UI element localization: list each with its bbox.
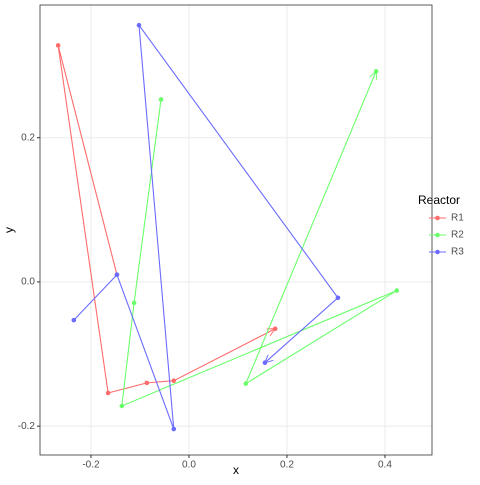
legend-key-point bbox=[435, 249, 440, 255]
point bbox=[158, 97, 164, 102]
point bbox=[55, 43, 61, 48]
y-axis-title: y bbox=[2, 227, 16, 233]
x-tick-label: -0.2 bbox=[82, 460, 100, 471]
point bbox=[144, 380, 150, 386]
x-tick-label: 0.2 bbox=[280, 460, 294, 471]
legend-key-point bbox=[435, 232, 440, 238]
point bbox=[272, 326, 278, 332]
point bbox=[243, 381, 249, 386]
series-path bbox=[121, 71, 398, 407]
point bbox=[171, 378, 177, 384]
legend-label: R3 bbox=[451, 247, 464, 258]
point bbox=[119, 403, 125, 409]
panel-border bbox=[39, 4, 433, 456]
series-path bbox=[73, 23, 339, 430]
point bbox=[373, 69, 379, 74]
point bbox=[394, 288, 400, 293]
panel bbox=[40, 5, 432, 455]
series-path bbox=[57, 45, 275, 394]
point bbox=[105, 390, 111, 396]
point bbox=[136, 22, 142, 28]
y-tick-label: 0.0 bbox=[21, 277, 35, 288]
y-tick-label: -0.2 bbox=[18, 421, 36, 432]
legend-label: R2 bbox=[451, 230, 464, 241]
point bbox=[71, 317, 77, 323]
point bbox=[114, 272, 120, 278]
x-tick-label: 0.4 bbox=[378, 460, 392, 471]
point bbox=[131, 300, 137, 306]
x-tick-label: 0.0 bbox=[182, 460, 196, 471]
y-tick-label: 0.2 bbox=[21, 132, 35, 143]
point bbox=[335, 295, 341, 301]
x-axis-title: x bbox=[233, 463, 239, 477]
point bbox=[262, 360, 268, 365]
legend-title: Reactor bbox=[418, 193, 460, 207]
point bbox=[171, 426, 177, 432]
legend-key-point bbox=[435, 215, 440, 221]
legend-label: R1 bbox=[451, 213, 464, 224]
